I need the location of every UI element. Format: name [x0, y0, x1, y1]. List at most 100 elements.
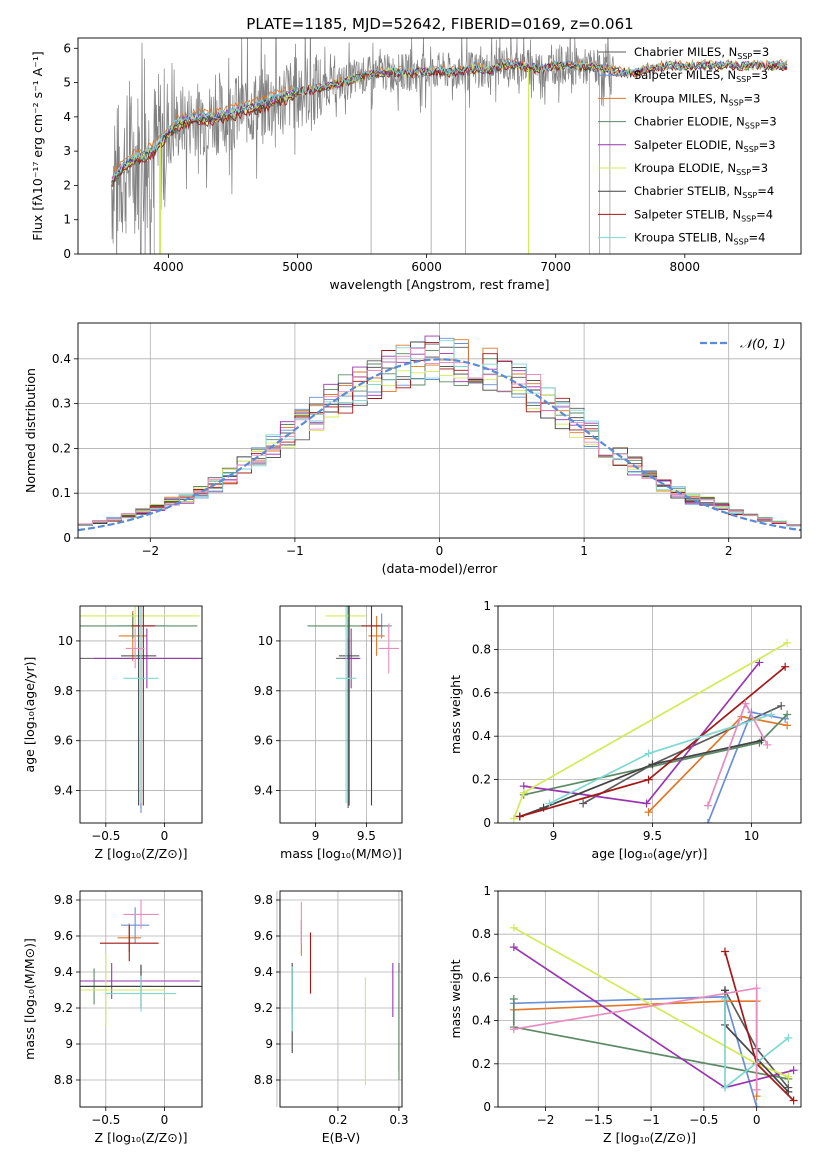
weight-marker — [642, 799, 651, 808]
y-tick-label: 2 — [63, 178, 71, 192]
y-tick-label: 9.4 — [254, 784, 273, 798]
weight-marker — [783, 710, 792, 719]
x-tick-label: −0.5 — [689, 1113, 718, 1127]
axes-frame — [79, 605, 203, 824]
weight-marker — [519, 788, 528, 797]
x-tick-label: −0.5 — [91, 1113, 120, 1127]
x-axis-label: mass [log₁₀(M/M⊙)] — [280, 846, 402, 861]
legend-entry: Kroupa STELIB, NSSP=4 — [634, 231, 765, 247]
y-tick-label: 6 — [63, 41, 71, 55]
y-tick-label: 5 — [63, 76, 71, 90]
ticks: −2 −1 0 1 2 0 0.1 0.2 0.3 0.4 — [52, 352, 733, 558]
y-axis-label: Normed distribution — [23, 368, 38, 493]
y-tick-label: 10 — [58, 634, 73, 648]
y-tick-label: 0.4 — [472, 1014, 491, 1028]
axes-frame — [77, 37, 802, 255]
y-tick-label: 9.8 — [54, 893, 73, 907]
x-tick-label: 9.5 — [357, 829, 376, 843]
y-axis-label: mass weight — [448, 959, 463, 1038]
weight-marker — [509, 923, 518, 932]
axes-frame — [279, 890, 403, 1108]
y-tick-label: 9.2 — [54, 1001, 73, 1015]
x-axis-label: Z [log₁₀(Z/Z⊙)] — [95, 1130, 188, 1145]
y-tick-label: 9.8 — [54, 684, 73, 698]
x-axis-label: wavelength [Angstrom, rest frame] — [329, 277, 549, 292]
y-tick-label: 1 — [63, 213, 71, 227]
weight-marker — [703, 819, 712, 823]
y-tick-label: 9.4 — [54, 784, 73, 798]
mass-vs-extinction-panel: 0.2 0.3 8.8 9 9.2 9.4 9.6 9.8 E(B-V) — [254, 890, 408, 1145]
weight-marker — [509, 1025, 518, 1034]
y-axis-label: mass [log₁₀(M/M⊙)] — [22, 938, 37, 1060]
y-tick-label: 9.6 — [54, 734, 73, 748]
y-tick-label: 1 — [483, 884, 491, 898]
gaussian-curve — [78, 358, 801, 532]
weight-marker — [515, 812, 524, 821]
x-tick-label: −1 — [642, 1113, 660, 1127]
model-spectrum-6 — [111, 59, 788, 183]
y-tick-label: 9.8 — [254, 893, 273, 907]
grid — [276, 891, 402, 1107]
ticks: 9 9.5 10 0 0.2 0.4 0.6 0.8 1 — [472, 599, 759, 843]
y-tick-label: 9.8 — [254, 684, 273, 698]
x-tick-label: 9 — [312, 829, 320, 843]
legend-entry: Kroupa ELODIE, NSSP=3 — [634, 161, 768, 177]
age-vs-metallicity-panel: −0.5 0 9.4 9.6 9.8 10 Z [log₁₀(Z/Z⊙)] age [log₁… — [22, 605, 203, 861]
plot-area — [80, 606, 202, 814]
figure-title: PLATE=1185, MJD=52642, FIBERID=0169, z=0… — [246, 15, 633, 33]
x-tick-label: 9.5 — [643, 829, 662, 843]
weight-marker — [783, 721, 792, 730]
y-tick-label: 9.6 — [54, 929, 73, 943]
age-vs-mass-panel: 9 9.5 9.4 9.6 9.8 10 mass [log₁₀(M/M⊙)] — [254, 605, 403, 861]
x-axis-label: (data-model)/error — [382, 561, 499, 576]
weight-series-1 — [513, 995, 758, 1107]
mass-vs-metallicity-panel: −0.5 0 8.8 9 9.2 9.4 9.6 9.8 Z [log₁₀(Z/Z⊙)] mass… — [22, 890, 203, 1145]
weight-marker — [720, 1083, 729, 1092]
weight-marker — [752, 984, 761, 993]
x-tick-label: 8000 — [670, 260, 701, 274]
legend: 𝒩(0, 1) — [700, 336, 786, 351]
x-tick-label: 0 — [753, 1113, 761, 1127]
x-tick-label: 7000 — [540, 260, 571, 274]
ticks: −0.5 0 8.8 9 9.2 9.4 9.6 9.8 — [54, 893, 168, 1127]
plot-area — [307, 606, 399, 809]
weight-marker — [763, 740, 772, 749]
weight-marker — [648, 760, 657, 769]
legend-entry: Chabrier MILES, NSSP=3 — [634, 45, 769, 61]
x-tick-label: 6000 — [411, 260, 442, 274]
y-tick-label: 3 — [63, 144, 71, 158]
plot-area — [509, 638, 792, 823]
weight-marker — [720, 947, 729, 956]
weight-marker — [752, 1085, 761, 1094]
grid — [280, 606, 402, 823]
weight-series-9 — [513, 987, 758, 1090]
y-tick-label: 0 — [483, 1100, 491, 1114]
x-tick-label: −2 — [141, 544, 159, 558]
x-tick-label: 1 — [580, 544, 588, 558]
axes-frame — [77, 322, 802, 539]
y-tick-label: 9.4 — [254, 965, 273, 979]
x-axis-label: Z [log₁₀(Z/Z⊙)] — [95, 846, 188, 861]
y-tick-label: 0.1 — [52, 486, 71, 500]
axes-frame — [497, 890, 802, 1108]
y-tick-label: 9.2 — [254, 1001, 273, 1015]
weight-marker — [644, 775, 653, 784]
weight-marker — [767, 710, 776, 719]
x-tick-label: 0.3 — [389, 1113, 408, 1127]
x-tick-label: 5000 — [282, 260, 313, 274]
plot-area — [78, 335, 801, 538]
weight-marker — [509, 995, 518, 1003]
weight-series-2 — [513, 1000, 758, 1097]
y-tick-label: 9.4 — [54, 965, 73, 979]
ticks: 4000 5000 6000 7000 8000 0 1 2 3 4 5 6 — [63, 41, 700, 274]
y-tick-label: 1 — [483, 599, 491, 613]
x-axis-label: Z [log₁₀(Z/Z⊙)] — [603, 1130, 696, 1145]
y-tick-label: 9 — [65, 1037, 73, 1051]
x-tick-label: 2 — [725, 544, 733, 558]
legend-entry: Chabrier STELIB, NSSP=4 — [634, 184, 774, 200]
y-tick-label: 0.2 — [472, 773, 491, 787]
axes-frame — [79, 890, 203, 1108]
weight-marker — [777, 701, 786, 710]
y-tick-label: 9.6 — [254, 929, 273, 943]
